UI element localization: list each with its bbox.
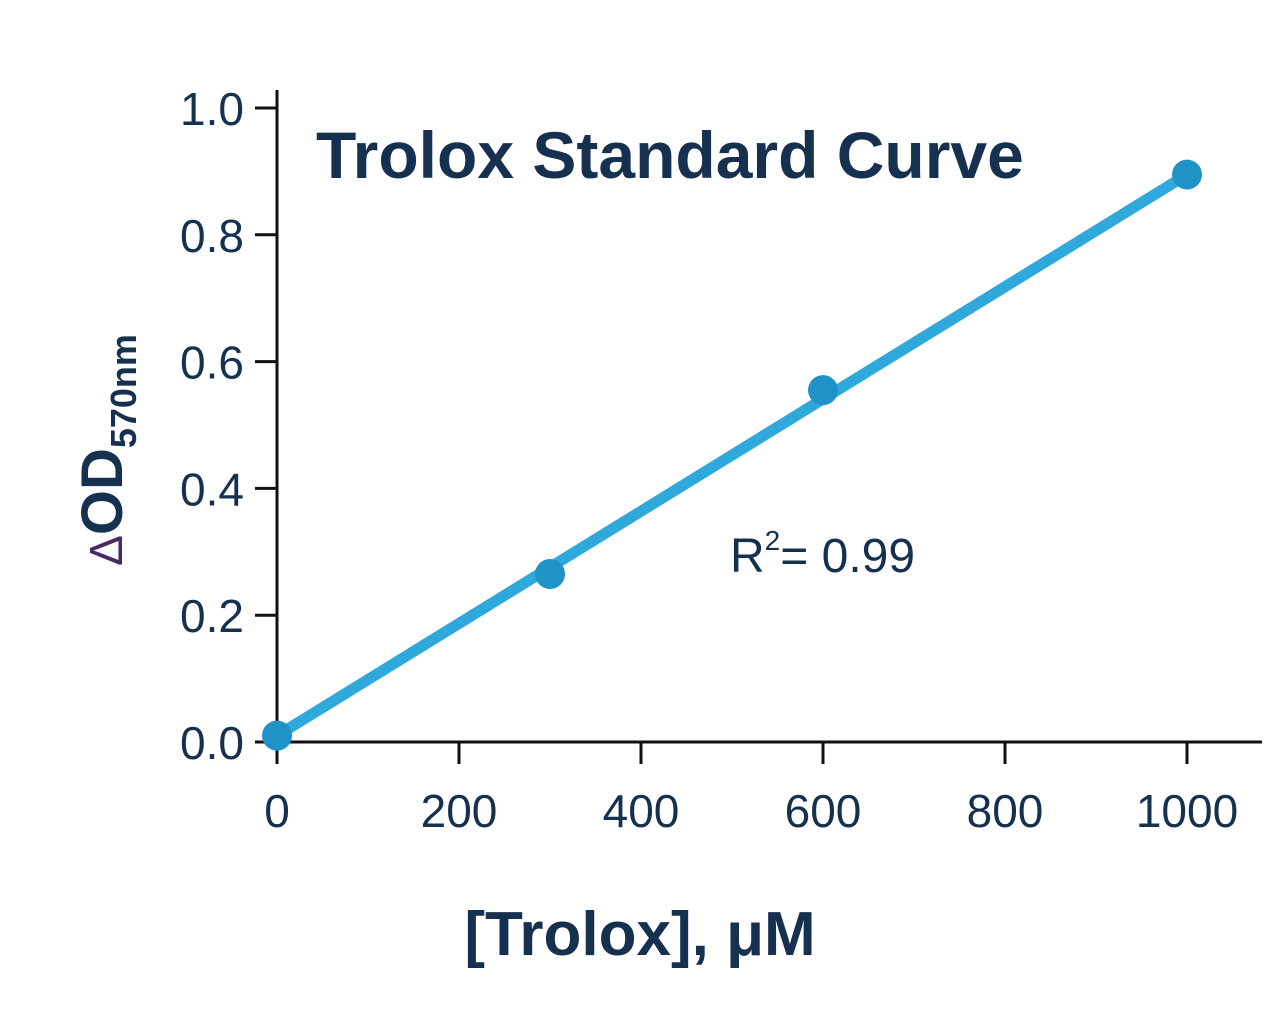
chart-title: Trolox Standard Curve bbox=[316, 118, 1024, 192]
fit-line bbox=[271, 169, 1193, 742]
y-axis-label-delta: Δ bbox=[80, 535, 132, 566]
x-tick-label: 200 bbox=[421, 785, 498, 837]
plot-area: 0.0 0.2 0.4 0.6 0.8 1.0 0 200 400 600 800 1000 bbox=[180, 83, 1262, 837]
data-point bbox=[535, 558, 565, 589]
y-tick-label: 0.2 bbox=[180, 590, 244, 642]
r-squared-r: R bbox=[730, 530, 765, 583]
y-tick-label: 0.4 bbox=[180, 463, 244, 515]
y-axis-label-subscript: 570nm bbox=[103, 334, 144, 448]
data-point bbox=[808, 375, 838, 406]
y-tick-label: 0.8 bbox=[180, 210, 244, 262]
x-tick-label: 600 bbox=[785, 785, 862, 837]
data-point bbox=[262, 720, 292, 751]
r-squared-value: = 0.99 bbox=[780, 530, 915, 583]
y-tick-label: 0.6 bbox=[180, 337, 244, 389]
y-tick-label: 1.0 bbox=[180, 83, 244, 135]
r-squared-superscript: 2 bbox=[765, 525, 781, 556]
x-tick-label: 800 bbox=[967, 785, 1044, 837]
y-axis-label: ΔOD570nm bbox=[70, 334, 144, 566]
x-tick-label: 0 bbox=[264, 785, 290, 837]
r-squared-annotation: R2= 0.99 bbox=[730, 525, 915, 583]
x-tick-label: 1000 bbox=[1136, 785, 1238, 837]
x-tick-label: 400 bbox=[603, 785, 680, 837]
y-tick-label: 0.0 bbox=[180, 717, 244, 769]
x-axis-label: [Trolox], μM bbox=[464, 900, 815, 969]
data-point bbox=[1172, 159, 1202, 190]
y-axis-label-main: OD bbox=[70, 448, 135, 535]
